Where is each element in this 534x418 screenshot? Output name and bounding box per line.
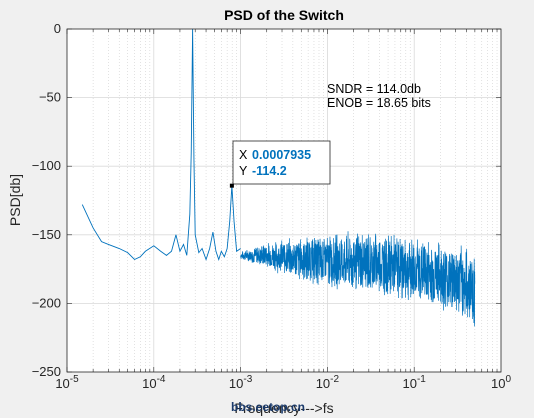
psd-line-low-freq <box>81 28 241 261</box>
y-tick-label: −200 <box>32 295 61 310</box>
axes-background <box>67 29 501 372</box>
y-tick-label: 0 <box>54 21 61 36</box>
datatip-x-value: 0.0007935 <box>252 148 311 162</box>
x-tick-label: 10-4 <box>142 374 166 391</box>
psd-series <box>81 28 476 327</box>
datatip[interactable]: X 0.0007935 Y -114.2 <box>232 140 331 185</box>
x-tick-label: 100 <box>491 374 511 391</box>
axes-box <box>66 28 502 373</box>
x-axis-label: Frequency--->fs <box>234 400 333 416</box>
x-tick-label: 10-1 <box>403 374 427 391</box>
datatip-marker[interactable] <box>229 183 234 188</box>
x-tick-label: 10-3 <box>229 374 253 391</box>
y-tick-label: −150 <box>32 227 61 242</box>
chart-title: PSD of the Switch <box>224 7 344 23</box>
datatip-box <box>232 140 331 185</box>
x-tick-label: 10-2 <box>316 374 340 391</box>
y-tick-label: −100 <box>32 158 61 173</box>
x-tick-label: 10-5 <box>55 374 79 391</box>
psd-line-noise-floor <box>240 231 476 327</box>
grid-lines <box>67 29 501 372</box>
y-tick-label: −250 <box>32 364 61 379</box>
y-axis-label: PSD[db] <box>7 174 23 226</box>
sndr-annotation: SNDR = 114.0db <box>327 82 421 96</box>
y-tick-label: −50 <box>39 90 61 105</box>
enob-annotation: ENOB = 18.65 bits <box>327 96 431 110</box>
ticks: 10-5 10-4 10-3 10-2 10-1 100 0 −50 −100 −150 −200 −… <box>32 21 512 391</box>
datatip-x-key: X <box>239 148 248 162</box>
datatip-y-value: -114.2 <box>252 164 287 178</box>
watermark: bbs.eetop.cn <box>231 400 305 414</box>
datatip-y-key: Y <box>239 164 248 178</box>
